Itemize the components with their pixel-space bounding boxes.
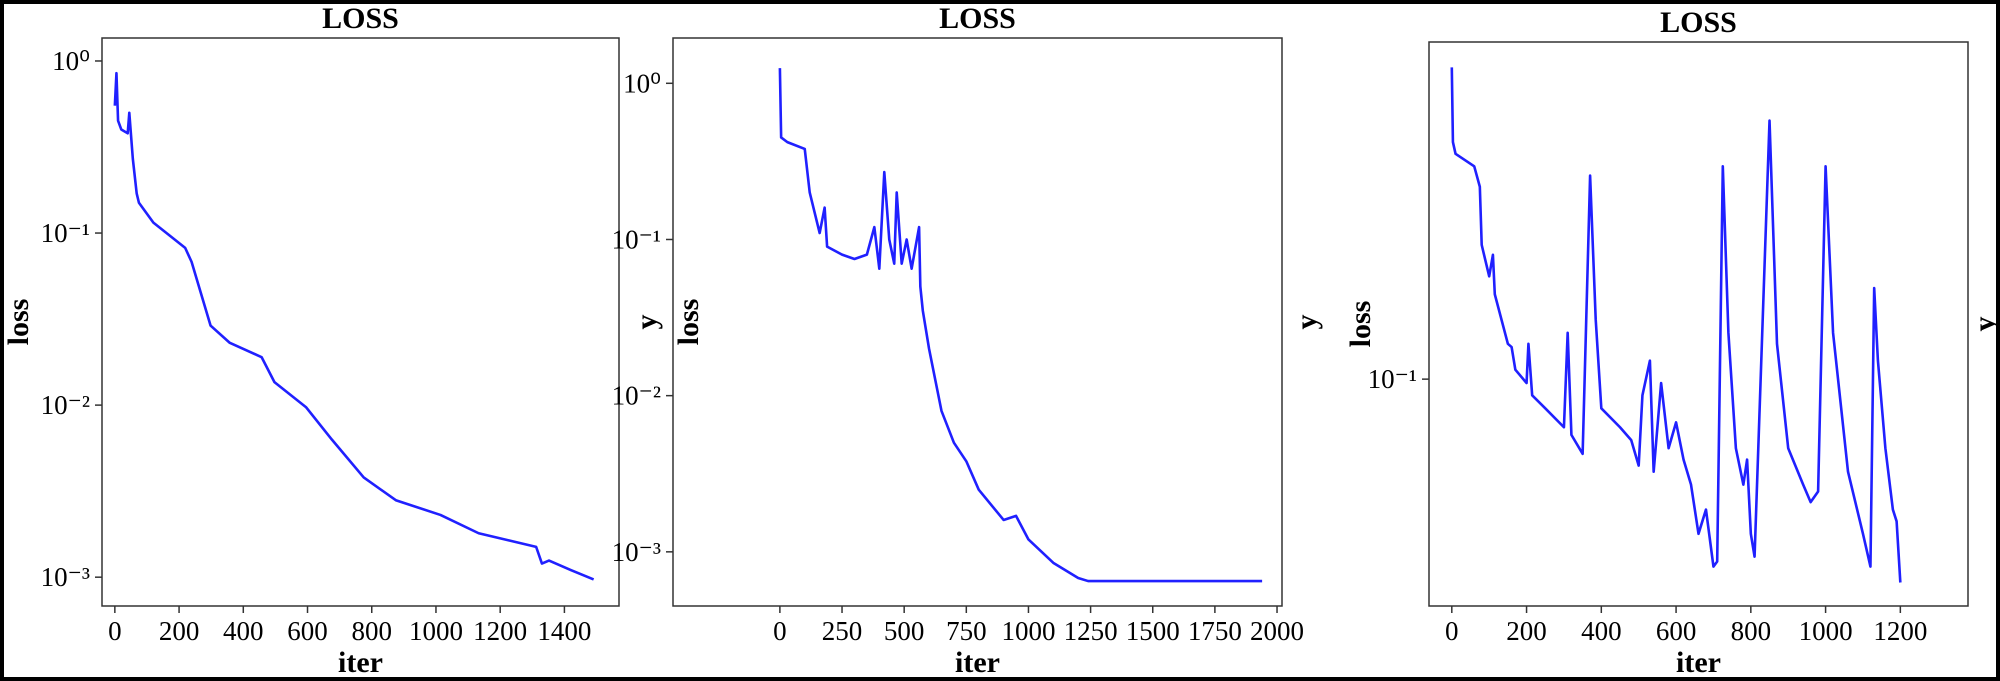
x-tick-label: 1250 — [1064, 616, 1118, 646]
plot-area — [672, 37, 1283, 607]
x-tick-label: 400 — [223, 616, 264, 646]
loss-line — [778, 68, 1263, 583]
loss-line — [113, 71, 595, 581]
y-tick-label: 10⁻³ — [41, 562, 90, 592]
plot-area — [101, 37, 620, 607]
x-tick-label: 1000 — [1001, 616, 1055, 646]
x-tick-label: 0 — [773, 616, 787, 646]
x-tick-label: 2000 — [1250, 616, 1304, 646]
x-tick-label: 400 — [1581, 616, 1622, 646]
x-tick-label: 750 — [946, 616, 987, 646]
x-tick-label: 500 — [884, 616, 925, 646]
x-tick-label: 800 — [351, 616, 392, 646]
x-tick-label: 200 — [159, 616, 200, 646]
x-tick-label: 1200 — [473, 616, 527, 646]
right-label: y — [1968, 317, 2000, 332]
y-tick-label: 10⁻² — [612, 381, 661, 411]
x-tick-label: 1400 — [537, 616, 591, 646]
x-tick-label: 0 — [108, 616, 122, 646]
y-tick-label: 10⁰ — [52, 46, 90, 76]
loss-line — [1450, 67, 1902, 583]
y-tick-label: 10⁻¹ — [612, 224, 661, 254]
y-tick-label: 10⁻¹ — [1368, 364, 1417, 394]
x-tick-label: 200 — [1506, 616, 1547, 646]
y-axis-label: loss — [672, 299, 705, 346]
plot-area — [1428, 41, 1969, 607]
x-tick-label: 1750 — [1188, 616, 1242, 646]
x-tick-label: 800 — [1731, 616, 1772, 646]
right-label: y — [1290, 315, 1323, 330]
x-axis-label: iter — [1676, 646, 1721, 679]
chart-title: LOSS — [939, 2, 1016, 35]
x-tick-label: 600 — [1656, 616, 1697, 646]
y-tick-label: 10⁻² — [41, 390, 90, 420]
x-tick-label: 1000 — [409, 616, 463, 646]
y-tick-label: 10⁰ — [623, 68, 661, 98]
chart: LOSS iter loss y 0 200 400 600 800 1000 1200 1400 10… — [2, 2, 663, 679]
x-tick-label: 250 — [822, 616, 863, 646]
y-tick-label: 10⁻³ — [612, 537, 661, 567]
y-tick-label: 10⁻¹ — [41, 218, 90, 248]
x-tick-label: 1500 — [1126, 616, 1180, 646]
x-tick-label: 0 — [1445, 616, 1459, 646]
right-label: y — [630, 315, 663, 330]
y-axis-label: loss — [2, 299, 35, 346]
y-axis-label: loss — [1344, 301, 1377, 348]
x-axis-label: iter — [338, 646, 383, 679]
chart-title: LOSS — [322, 2, 399, 35]
chart-title: LOSS — [1660, 6, 1737, 39]
chart: LOSS iter loss y 0 200 400 600 800 1000 1200 10⁻¹ — [1344, 6, 2000, 679]
x-tick-label: 600 — [287, 616, 328, 646]
x-axis-label: iter — [955, 646, 1000, 679]
x-tick-label: 1200 — [1873, 616, 1927, 646]
x-tick-label: 1000 — [1799, 616, 1853, 646]
